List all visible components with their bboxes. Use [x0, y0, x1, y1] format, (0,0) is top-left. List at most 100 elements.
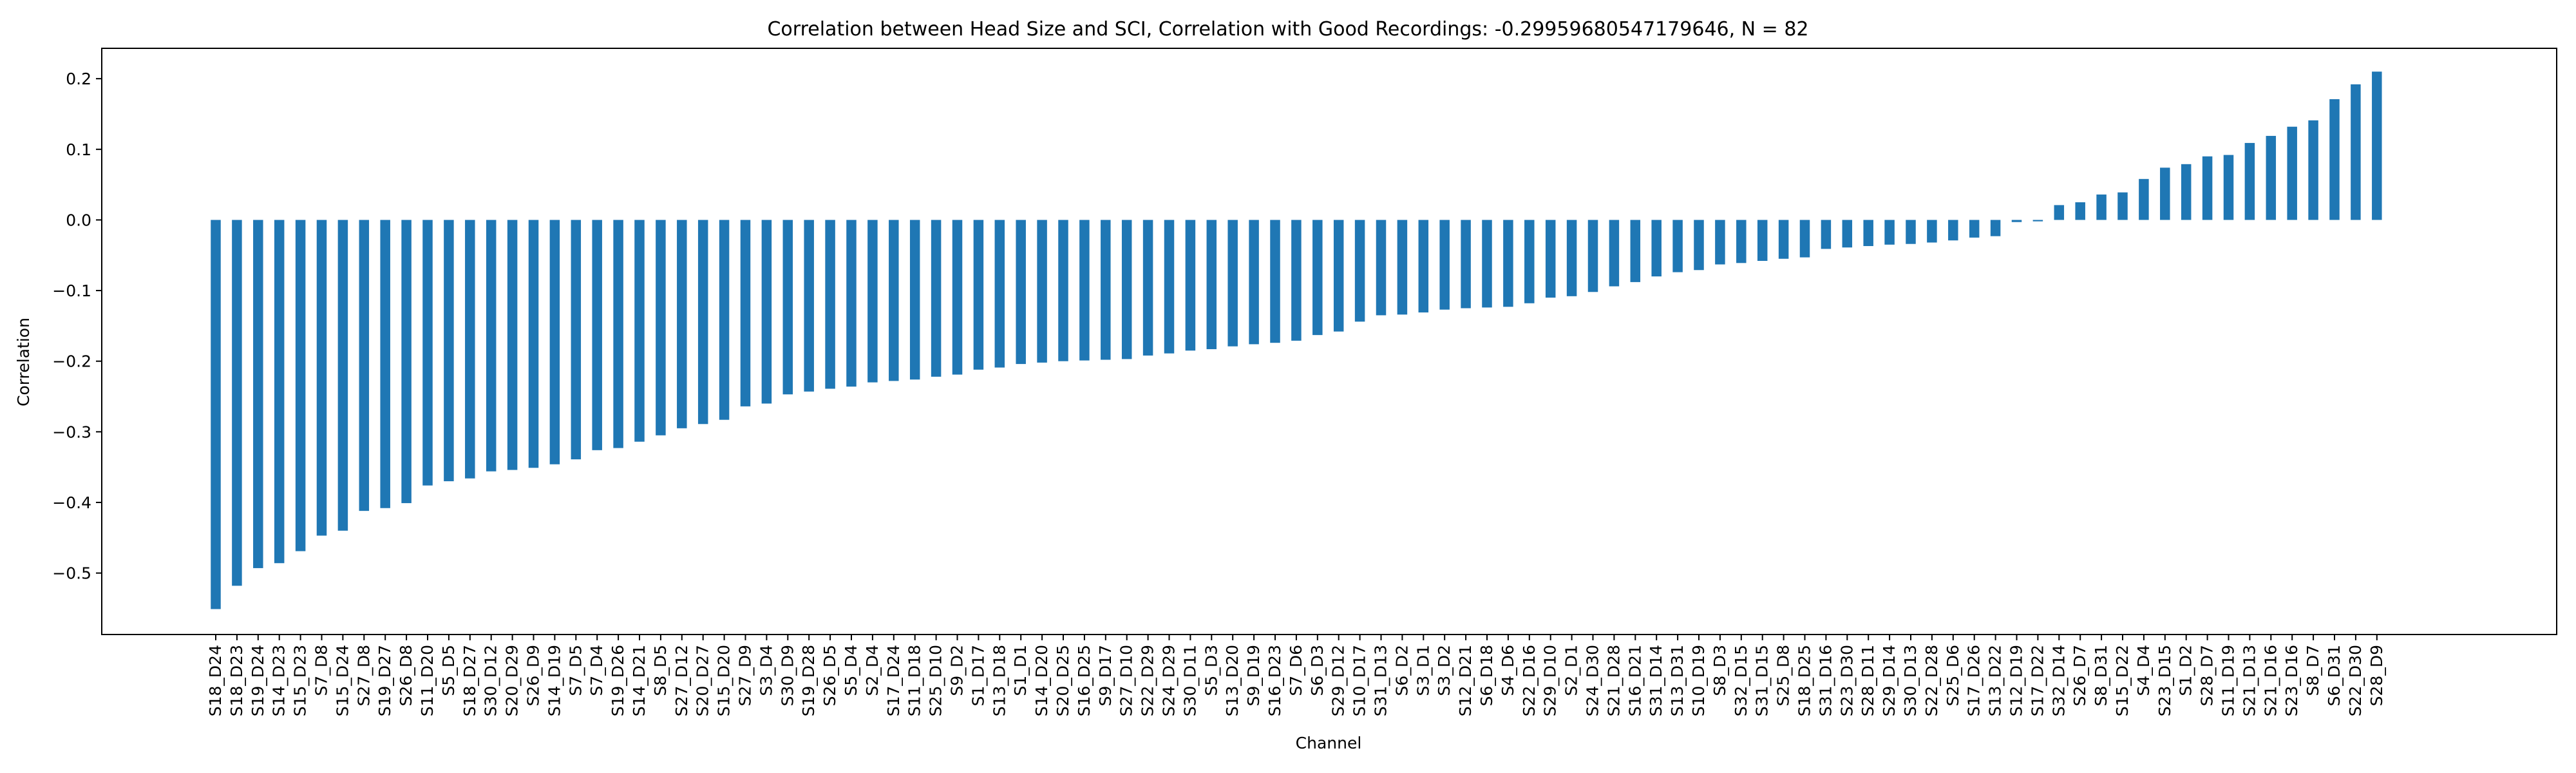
x-tick-label: S14_D21	[630, 645, 649, 716]
bar-S19_D28	[804, 220, 814, 392]
x-tick-label: S17_D26	[1965, 645, 1984, 716]
x-tick-label: S6_D31	[2325, 645, 2344, 706]
bar-S29_D12	[1333, 220, 1344, 332]
plot-frame	[101, 48, 2557, 635]
x-tick-label: S13_D31	[1668, 645, 1687, 716]
x-tick-label: S10_D17	[1350, 645, 1369, 716]
bar-S17_D24	[889, 220, 899, 381]
y-tick-label: 0.2	[66, 70, 91, 88]
bar-S23_D16	[2287, 126, 2297, 220]
x-tick-label: S25_D10	[927, 645, 945, 716]
bar-S9_D2	[952, 220, 963, 375]
x-tick-label: S21_D28	[1604, 645, 1623, 716]
bar-S15_D20	[719, 220, 730, 420]
x-tick-label: S5_D3	[1202, 645, 1220, 696]
bar-S30_D11	[1185, 220, 1196, 351]
x-tick-label: S25_D8	[1774, 645, 1793, 706]
x-tick-label: S29_D12	[1329, 645, 1348, 716]
bar-S30_D12	[486, 220, 497, 472]
bar-S28_D9	[2372, 72, 2382, 220]
bar-S19_D26	[613, 220, 623, 448]
bar-S14_D21	[634, 220, 645, 442]
x-tick-label: S9_D19	[1244, 645, 1263, 706]
bar-S8_D5	[656, 220, 666, 435]
bar-S14_D19	[549, 220, 560, 464]
bar-S10_D17	[1354, 220, 1365, 322]
x-tick-label: S4_D6	[1499, 645, 1517, 696]
bar-S26_D9	[528, 220, 539, 468]
x-tick-label: S13_D22	[1986, 645, 2005, 716]
bar-S19_D24	[253, 220, 263, 568]
bar-S7_D6	[1291, 220, 1302, 341]
x-tick-label: S15_D23	[291, 645, 310, 716]
x-tick-label: S23_D15	[2155, 645, 2174, 716]
x-tick-label: S26_D5	[820, 645, 839, 706]
bar-S31_D16	[1821, 220, 1832, 249]
bar-S18_D24	[211, 220, 221, 609]
x-tick-label: S6_D18	[1477, 645, 1496, 706]
bar-S24_D29	[1164, 220, 1175, 354]
bar-S17_D22	[2032, 220, 2043, 222]
bar-S32_D14	[2054, 205, 2065, 220]
bar-S28_D11	[1863, 220, 1873, 246]
x-tick-label: S15_D22	[2113, 645, 2132, 716]
bar-S18_D25	[1799, 220, 1810, 258]
bar-S23_D15	[2160, 167, 2170, 220]
x-tick-label: S14_D20	[1032, 645, 1051, 716]
bar-S5_D5	[444, 220, 454, 482]
y-tick-label: −0.3	[52, 423, 91, 441]
bar-S8_D3	[1715, 220, 1725, 265]
bar-S1_D2	[2181, 164, 2192, 220]
x-tick-label: S28_D9	[2367, 645, 2386, 706]
x-axis-label: Channel	[1296, 734, 1362, 752]
x-tick-label: S21_D13	[2240, 645, 2259, 716]
bar-S6_D2	[1397, 220, 1408, 315]
x-tick-label: S22_D28	[1922, 645, 1941, 716]
bar-S15_D22	[2117, 192, 2128, 220]
x-tick-label: S10_D19	[1689, 645, 1708, 716]
x-tick-label: S7_D8	[312, 645, 331, 696]
x-tick-label: S29_D14	[1880, 645, 1899, 716]
x-tick-label: S17_D22	[2028, 645, 2047, 716]
x-tick-label: S29_D10	[1541, 645, 1560, 716]
x-tick-label: S19_D24	[249, 645, 267, 716]
bar-S22_D30	[2351, 84, 2361, 220]
x-tick-label: S2_D1	[1562, 645, 1581, 696]
x-tick-label: S7_D4	[587, 645, 606, 696]
x-tick-label: S30_D9	[778, 645, 797, 706]
x-tick-label: S25_D6	[1944, 645, 1962, 706]
bar-S31_D13	[1376, 220, 1387, 316]
bar-S2_D4	[867, 220, 878, 383]
bar-S13_D18	[994, 220, 1005, 368]
x-tick-label: S30_D13	[1901, 645, 1920, 716]
bar-S7_D8	[316, 220, 327, 536]
x-tick-label: S19_D28	[799, 645, 818, 716]
bar-S29_D10	[1545, 220, 1556, 298]
bar-S6_D18	[1482, 220, 1492, 308]
x-tick-label: S27_D8	[354, 645, 373, 706]
bar-S18_D27	[465, 220, 475, 479]
bar-S8_D31	[2096, 194, 2107, 220]
bar-S1_D1	[1016, 220, 1026, 365]
bar-S27_D10	[1121, 220, 1132, 359]
bar-S22_D16	[1524, 220, 1535, 303]
bar-S12_D19	[2011, 220, 2022, 222]
x-tick-label: S28_D11	[1859, 645, 1877, 716]
x-tick-label: S16_D25	[1075, 645, 1094, 716]
bar-S15_D24	[337, 220, 348, 531]
x-tick-label: S27_D10	[1117, 645, 1136, 716]
x-tick-label: S1_D17	[969, 645, 987, 706]
x-tick-label: S15_D24	[333, 645, 352, 716]
y-axis-label: Correlation	[14, 318, 33, 406]
bar-S32_D15	[1736, 220, 1747, 263]
bar-S5_D4	[846, 220, 857, 387]
bar-S26_D5	[825, 220, 835, 389]
bar-S5_D3	[1206, 220, 1217, 350]
bar-S30_D9	[782, 220, 793, 395]
bar-S31_D14	[1651, 220, 1662, 277]
bar-S3_D1	[1418, 220, 1429, 313]
x-tick-label: S18_D24	[206, 645, 225, 716]
bar-S20_D25	[1058, 220, 1068, 361]
bar-S25_D6	[1948, 220, 1958, 241]
